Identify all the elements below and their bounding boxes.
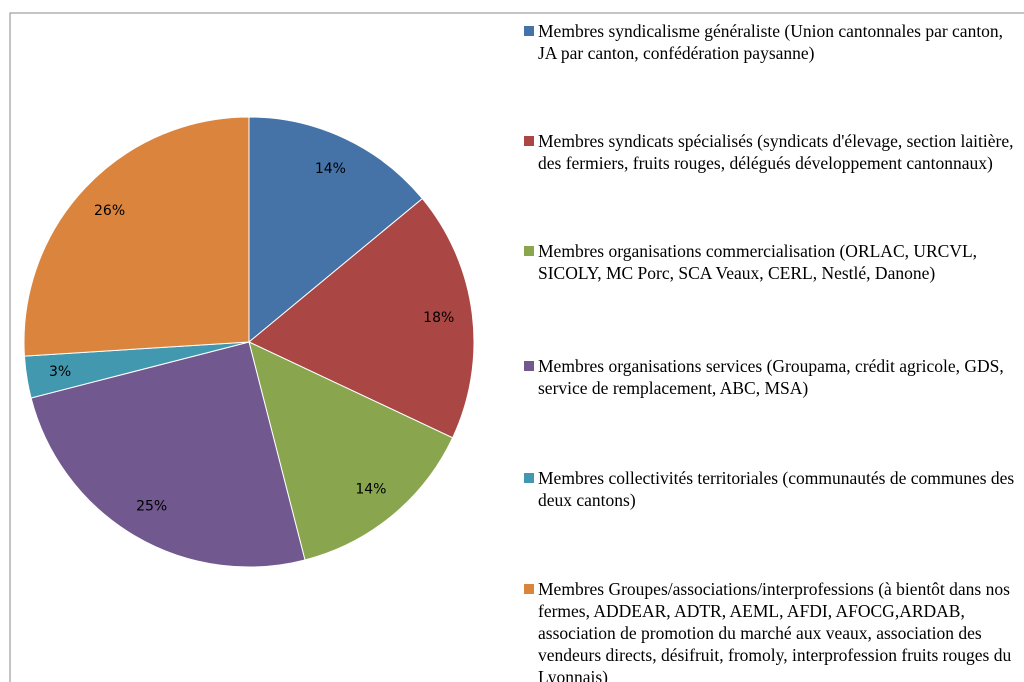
pie-slice [248, 341, 454, 561]
pie-slice [248, 197, 475, 439]
legend-label: Membres organisations services (Groupama… [538, 356, 1004, 398]
legend-item: Membres collectivités territoriales (com… [522, 467, 1017, 511]
data-label: 25% [136, 499, 167, 515]
legend-swatch [524, 584, 534, 594]
legend-label: Membres collectivités territoriales (com… [538, 468, 1015, 510]
data-label: 3% [49, 364, 71, 380]
data-label: 18% [423, 310, 454, 326]
legend-swatch [524, 361, 534, 371]
chart-frame [9, 12, 1024, 682]
legend-item: Membres syndicalisme généraliste (Union … [522, 20, 1017, 64]
legend-item: Membres syndicats spécialisés (syndicats… [522, 130, 1017, 174]
legend-item: Membres Groupes/associations/interprofes… [522, 578, 1017, 682]
data-label: 14% [315, 161, 346, 177]
pie-slice [23, 116, 250, 357]
legend-swatch [524, 246, 534, 256]
data-label: 26% [94, 203, 125, 219]
legend-label: Membres syndicats spécialisés (syndicats… [538, 131, 1014, 173]
legend-label: Membres Groupes/associations/interprofes… [538, 579, 1012, 682]
legend-item: Membres organisations services (Groupama… [522, 355, 1017, 399]
legend-swatch [524, 136, 534, 146]
legend: Membres syndicalisme généraliste (Union … [522, 0, 1017, 682]
legend-label: Membres organisations commercialisation … [538, 241, 978, 283]
pie-slice [248, 116, 424, 344]
data-label: 14% [355, 481, 386, 497]
legend-swatch [524, 26, 534, 36]
pie-slice [30, 341, 306, 568]
legend-label: Membres syndicalisme généraliste (Union … [538, 21, 1004, 63]
legend-swatch [524, 473, 534, 483]
legend-item: Membres organisations commercialisation … [522, 240, 1017, 284]
